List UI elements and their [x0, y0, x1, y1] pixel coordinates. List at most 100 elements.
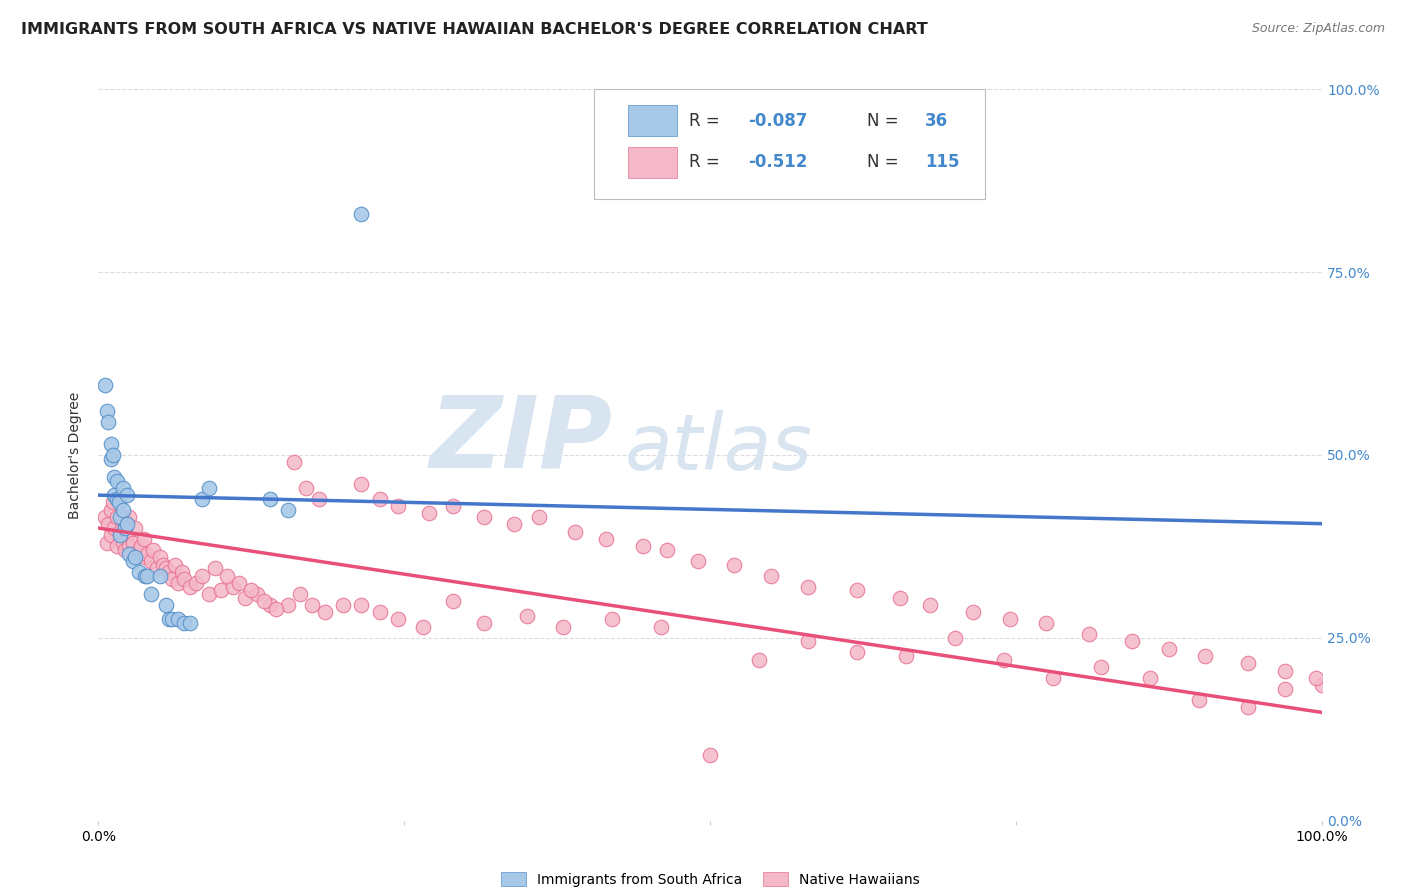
Point: [124, 550, 146, 565]
Point: [128, 565, 150, 579]
Point: [1035, 616, 1057, 631]
Point: [246, 587, 269, 601]
Point: [943, 631, 966, 645]
Point: [173, 572, 195, 586]
Point: [103, 470, 125, 484]
Point: [128, 543, 150, 558]
Text: ZIP: ZIP: [429, 392, 612, 489]
Point: [259, 598, 281, 612]
Point: [472, 510, 495, 524]
Point: [108, 495, 131, 509]
Point: [650, 620, 672, 634]
Point: [96, 535, 118, 549]
Point: [111, 535, 134, 549]
Point: [600, 613, 623, 627]
Point: [228, 576, 250, 591]
Point: [96, 404, 118, 418]
FancyBboxPatch shape: [593, 89, 986, 199]
Point: [152, 558, 174, 572]
Point: [105, 539, 128, 553]
Point: [97, 415, 120, 429]
Point: [139, 554, 162, 568]
Point: [167, 576, 190, 591]
Point: [631, 539, 654, 553]
Point: [129, 539, 152, 553]
Y-axis label: Bachelor's Degree: Bachelor's Degree: [69, 392, 83, 518]
Point: [100, 528, 122, 542]
Point: [121, 554, 143, 568]
Point: [191, 491, 214, 506]
Point: [157, 565, 180, 579]
Point: [889, 591, 911, 605]
Point: [1042, 671, 1064, 685]
Point: [553, 620, 575, 634]
Point: [100, 503, 122, 517]
Point: [105, 491, 128, 506]
Point: [101, 448, 124, 462]
Point: [1237, 700, 1260, 714]
Point: [1090, 660, 1112, 674]
Point: [894, 649, 917, 664]
Point: [797, 634, 820, 648]
Point: [134, 550, 156, 565]
Point: [595, 532, 617, 546]
Point: [197, 587, 219, 601]
Point: [564, 524, 586, 539]
Point: [179, 580, 201, 594]
Point: [1188, 693, 1211, 707]
Point: [1274, 664, 1296, 678]
Point: [515, 608, 537, 623]
Point: [146, 561, 169, 575]
Point: [1194, 649, 1216, 664]
Point: [111, 503, 134, 517]
Text: -0.087: -0.087: [748, 112, 807, 129]
Point: [332, 598, 354, 612]
Point: [277, 598, 299, 612]
Point: [101, 495, 124, 509]
Point: [418, 507, 440, 521]
Text: N =: N =: [866, 153, 904, 171]
Point: [100, 437, 122, 451]
Point: [472, 616, 495, 631]
Point: [441, 594, 464, 608]
Text: 36: 36: [925, 112, 949, 129]
Point: [118, 547, 141, 561]
Text: N =: N =: [866, 112, 904, 129]
Point: [114, 521, 136, 535]
Point: [290, 587, 312, 601]
Point: [686, 554, 709, 568]
Point: [350, 598, 373, 612]
Point: [186, 576, 208, 591]
Point: [149, 550, 172, 565]
Point: [797, 580, 820, 594]
Point: [1274, 681, 1296, 696]
Point: [105, 474, 128, 488]
Point: [170, 565, 193, 579]
Point: [308, 491, 330, 506]
Point: [155, 598, 177, 612]
Point: [160, 613, 183, 627]
Point: [845, 645, 868, 659]
Point: [1157, 641, 1180, 656]
Point: [111, 510, 134, 524]
Point: [165, 558, 187, 572]
Point: [93, 378, 115, 392]
Point: [111, 481, 134, 495]
Text: atlas: atlas: [624, 409, 813, 485]
Point: [301, 598, 323, 612]
Point: [139, 587, 162, 601]
Point: [120, 547, 142, 561]
Point: [748, 653, 770, 667]
Point: [350, 206, 373, 220]
Point: [110, 528, 132, 542]
Point: [283, 455, 305, 469]
Text: 115: 115: [925, 153, 960, 171]
Point: [215, 568, 238, 582]
Point: [115, 528, 138, 542]
Point: [173, 616, 195, 631]
FancyBboxPatch shape: [628, 147, 678, 178]
Point: [503, 517, 526, 532]
Point: [93, 510, 115, 524]
Point: [723, 558, 745, 572]
Point: [118, 539, 141, 553]
